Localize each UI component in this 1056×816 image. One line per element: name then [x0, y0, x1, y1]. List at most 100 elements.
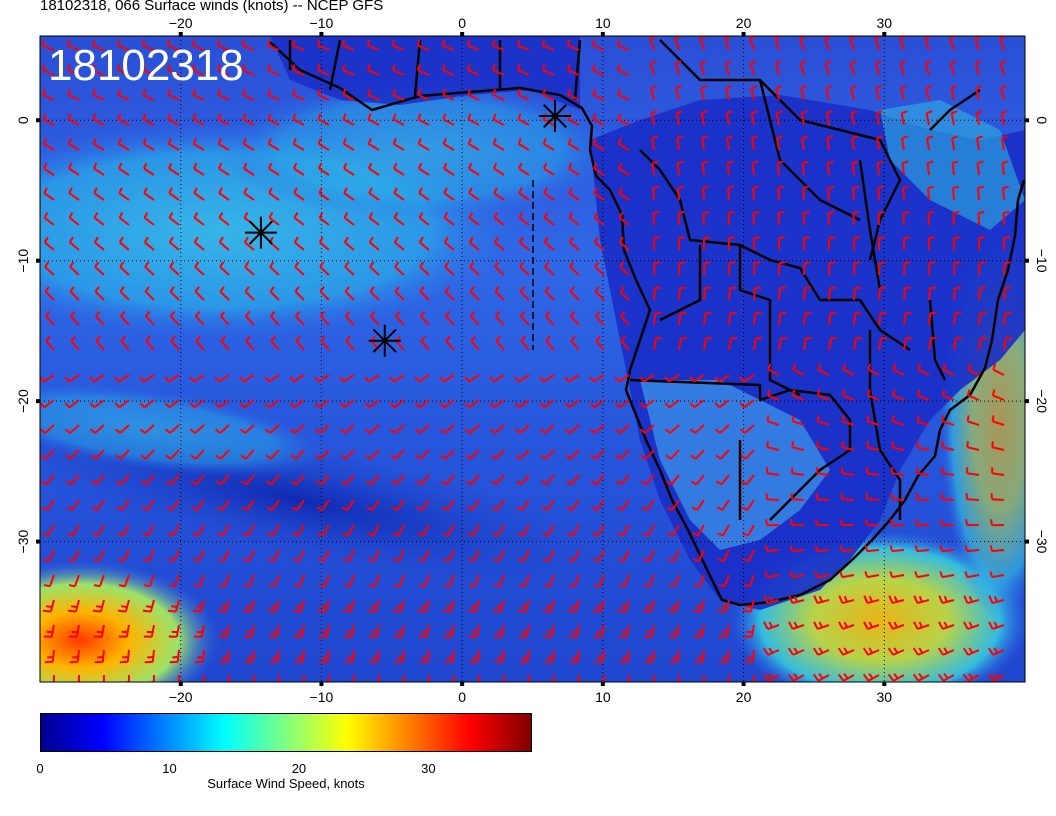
lat-tick-mark-left: [36, 399, 40, 404]
coastlines: [269, 39, 1025, 607]
wind-barb: [342, 64, 355, 76]
wind-barb: [676, 160, 684, 176]
wind-barb: [667, 599, 680, 613]
wind-barb: [215, 474, 230, 486]
wind-barb: [339, 424, 355, 434]
wind-barb: [568, 211, 580, 226]
wind-barb: [293, 211, 305, 226]
lon-tick-mark-bottom: [741, 682, 746, 686]
wind-barb: [315, 449, 330, 460]
wind-barb: [118, 162, 130, 176]
wind-barb: [701, 160, 709, 176]
wind-barb: [269, 649, 280, 664]
wind-barb: [266, 39, 280, 51]
wind-barb: [419, 649, 430, 664]
wind-barb: [143, 211, 155, 226]
wind-barb: [368, 211, 380, 226]
wind-barb: [966, 441, 980, 451]
wind-barb: [95, 335, 105, 351]
wind-barb: [725, 85, 733, 101]
wind-barb: [999, 60, 1007, 76]
lat-tick-label-right: −10: [1034, 249, 1050, 273]
wind-barb: [966, 467, 980, 476]
wind-barb: [122, 674, 130, 682]
wind-barb: [165, 474, 180, 486]
wind-barb: [891, 415, 905, 426]
wind-barb: [142, 88, 155, 101]
wind-barb: [862, 647, 880, 656]
wind-barb: [864, 571, 880, 579]
wind-barb: [664, 424, 680, 434]
wind-barb: [342, 88, 355, 101]
wind-barb: [194, 649, 205, 664]
wind-barb: [702, 210, 710, 226]
wind-barb: [514, 424, 530, 434]
wind-barb: [69, 286, 80, 301]
wind-barb: [64, 374, 80, 383]
wind-barb: [442, 549, 455, 562]
wind-barb: [790, 519, 805, 527]
wind-barb: [564, 374, 580, 383]
wind-barb: [194, 286, 205, 301]
wind-barb: [1001, 160, 1009, 176]
wind-barb: [564, 399, 580, 409]
wind-barb: [520, 335, 530, 351]
wind-barb: [468, 574, 480, 588]
wind-barb: [344, 286, 355, 301]
wind-barb: [467, 549, 480, 562]
wind-barb: [617, 549, 630, 562]
wind-barb: [937, 647, 955, 656]
wind-barb: [669, 649, 680, 664]
wind-barb: [568, 162, 580, 176]
wind-barb: [141, 499, 155, 511]
wind-barb: [217, 524, 230, 537]
wind-barb: [753, 286, 761, 301]
wind-barb: [697, 674, 705, 682]
wind-barb: [115, 449, 130, 460]
wind-barb: [444, 286, 455, 301]
wind-barb: [517, 64, 530, 76]
wind-barb: [190, 474, 205, 486]
wind-barb: [64, 399, 80, 409]
wind-barb: [677, 210, 685, 226]
lon-tick-label-top: 20: [736, 15, 752, 31]
wind-barb: [97, 674, 105, 682]
wind-barb: [218, 624, 230, 638]
wind-barb: [747, 674, 755, 682]
wind-barb: [950, 85, 958, 101]
wind-barb: [762, 673, 780, 682]
wind-barb: [828, 261, 836, 276]
wind-barb: [193, 236, 205, 251]
wind-barb: [340, 474, 355, 486]
wind-barb: [767, 363, 780, 376]
wind-barb: [592, 113, 605, 126]
wind-barb: [218, 211, 230, 226]
colorbar-tick-label: 20: [291, 761, 307, 776]
wind-barb: [888, 595, 905, 605]
colorbar: [40, 713, 532, 752]
wind-barb: [851, 135, 859, 151]
wind-barb: [217, 137, 230, 151]
wind-barb: [93, 236, 105, 251]
wind-barb: [495, 335, 505, 351]
wind-barb: [963, 595, 980, 605]
wind-barb: [724, 60, 732, 76]
wind-barb: [743, 624, 755, 638]
wind-barb: [543, 574, 555, 588]
wind-barb: [292, 599, 305, 613]
wind-barb: [1003, 337, 1012, 351]
wind-barb: [543, 211, 555, 226]
wind-barb: [812, 673, 830, 682]
wind-barb: [394, 286, 405, 301]
wind-barb: [40, 399, 55, 409]
wind-barb: [916, 467, 930, 476]
wind-barb: [167, 549, 180, 562]
wind-barb: [442, 113, 455, 126]
wind-barb: [570, 335, 580, 351]
lat-tick-mark-left: [36, 258, 40, 263]
wind-barb: [266, 499, 280, 511]
wind-barb: [617, 137, 630, 151]
wind-barb: [727, 185, 735, 201]
wind-barb: [143, 574, 155, 588]
wind-barb: [877, 210, 885, 226]
